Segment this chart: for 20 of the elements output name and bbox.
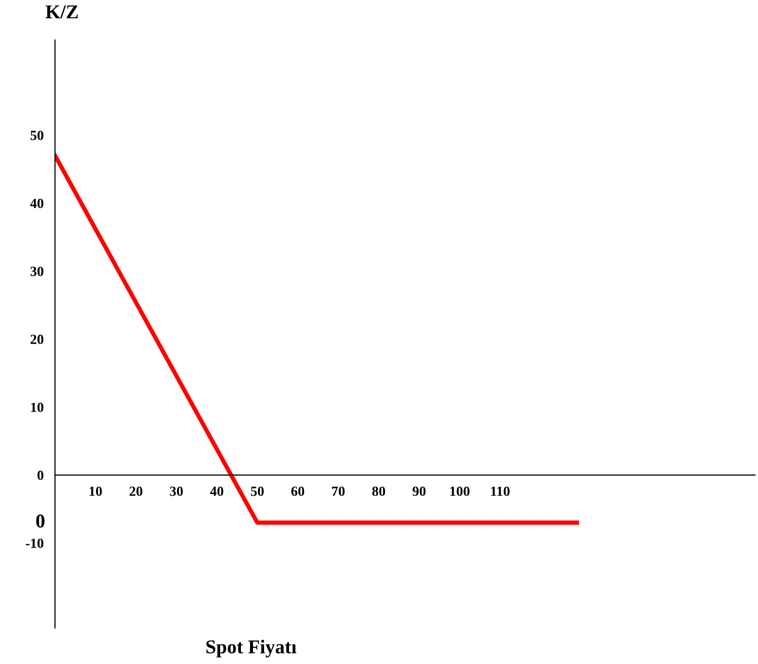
y-tick-label: 40 bbox=[30, 198, 44, 208]
x-tick-label: 30 bbox=[170, 486, 183, 496]
x-tick-label: 80 bbox=[372, 486, 386, 496]
y-tick-label: 30 bbox=[30, 266, 44, 276]
y-tick-label: -10 bbox=[26, 538, 44, 548]
y-axis-title: K/Z bbox=[46, 5, 78, 18]
x-tick-label: 50 bbox=[250, 486, 264, 496]
x-axis-title: Spot Fiyatı bbox=[206, 640, 296, 658]
y-tick-label: 50 bbox=[30, 130, 44, 140]
y-tick-label: 0 bbox=[37, 470, 44, 480]
x-tick-label: 60 bbox=[291, 486, 304, 496]
y-tick-label: 10 bbox=[31, 402, 44, 412]
x-tick-label: 110 bbox=[491, 486, 510, 496]
x-tick-label: 10 bbox=[90, 486, 102, 496]
x-tick-label: 100 bbox=[450, 486, 470, 496]
x-tick-label: 20 bbox=[130, 486, 142, 496]
x-tick-label: 40 bbox=[210, 486, 224, 496]
x-tick-label: 90 bbox=[412, 486, 426, 496]
y-tick-label: 20 bbox=[30, 334, 44, 344]
x-tick-label: 70 bbox=[332, 486, 345, 496]
